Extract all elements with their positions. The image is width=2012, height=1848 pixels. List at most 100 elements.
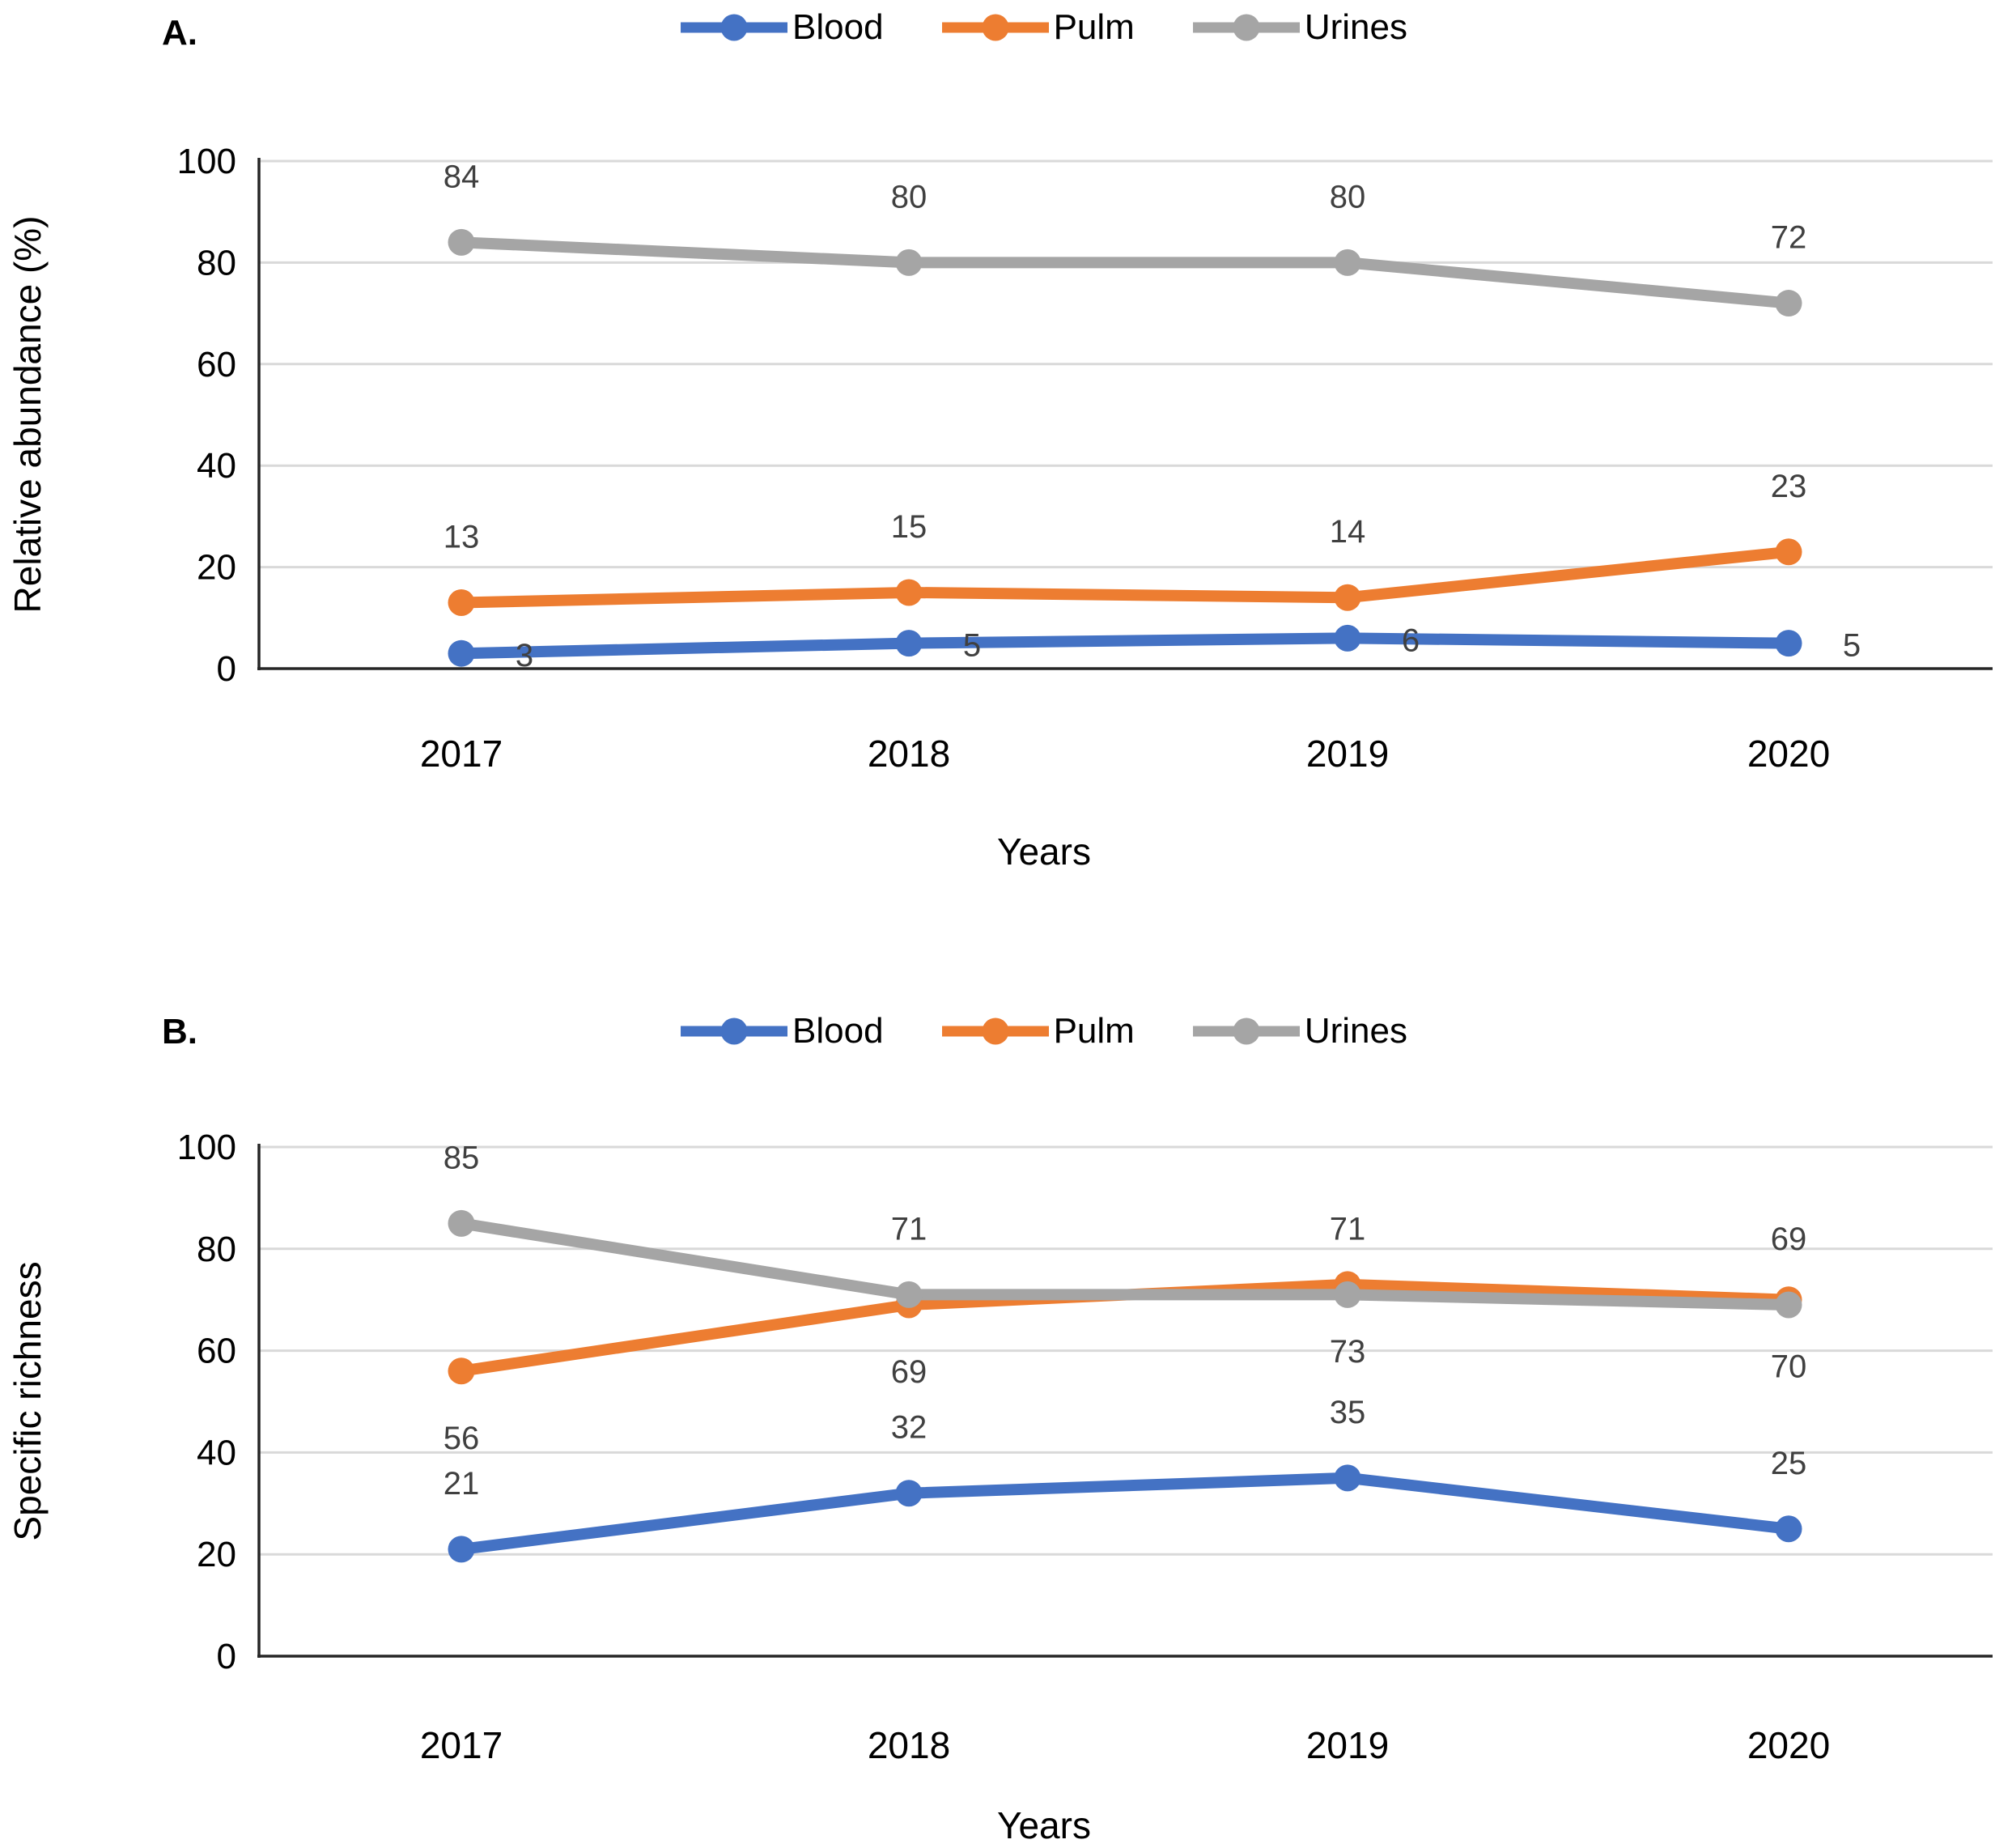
data-label-blood-2017: 21	[444, 1466, 480, 1502]
data-point-blood-2017	[448, 1536, 475, 1563]
panel-label: A.	[162, 13, 197, 53]
data-point-blood-2018	[895, 1480, 923, 1507]
data-label-urines-2018: 71	[891, 1211, 927, 1247]
legend-item-urines: Urines	[1192, 7, 1407, 47]
series-line-urines	[456, 1217, 1794, 1311]
data-label-pulm-2020: 23	[1771, 469, 1807, 504]
x-tick-label: 2019	[1306, 733, 1389, 775]
y-tick-label: 40	[197, 446, 236, 486]
legend-label-urines: Urines	[1304, 1011, 1407, 1051]
data-point-urines-2018	[895, 1281, 923, 1308]
data-point-urines-2019	[1334, 249, 1361, 276]
panel-label: B.	[162, 1012, 197, 1051]
data-point-blood-2019	[1334, 624, 1361, 652]
data-point-blood-2018	[895, 630, 923, 657]
data-label-blood-2018: 5	[963, 628, 981, 664]
data-label-pulm-2019: 14	[1330, 514, 1366, 550]
x-tick-label: 2020	[1747, 733, 1830, 775]
series-line-urines	[456, 236, 1794, 309]
data-label-urines-2017: 85	[444, 1140, 480, 1175]
legend-marker-urines-icon	[1192, 14, 1300, 41]
x-axis-title: Years	[997, 831, 1091, 873]
y-tick-label: 100	[177, 142, 236, 181]
series-line-blood	[456, 1472, 1794, 1555]
data-label-blood-2019: 6	[1402, 622, 1420, 658]
x-tick-label: 2019	[1306, 1724, 1389, 1766]
data-point-pulm-2017	[448, 1357, 475, 1385]
y-tick-label: 80	[197, 1230, 236, 1269]
data-label-urines-2019: 71	[1330, 1211, 1366, 1247]
x-axis-title: Years	[997, 1804, 1091, 1846]
x-tick-label: 2017	[420, 733, 503, 775]
legend-marker-blood-icon	[681, 14, 788, 41]
y-tick-label: 40	[197, 1433, 236, 1472]
data-label-blood-2020: 5	[1843, 628, 1861, 664]
legend-item-pulm: Pulm	[941, 1011, 1135, 1051]
legend-label-blood: Blood	[792, 7, 884, 47]
legend-marker-pulm-icon	[941, 14, 1049, 41]
y-axis-title: Specific richness	[6, 1261, 49, 1540]
data-point-pulm-2020	[1775, 538, 1802, 566]
data-point-urines-2020	[1775, 290, 1802, 317]
data-point-pulm-2017	[448, 588, 475, 616]
data-point-blood-2020	[1775, 1515, 1802, 1543]
legend-label-blood: Blood	[792, 1011, 884, 1051]
y-tick-label: 60	[197, 1332, 236, 1371]
legend-label-pulm: Pulm	[1053, 7, 1135, 47]
legend-item-blood: Blood	[681, 10, 884, 45]
data-label-pulm-2019: 73	[1330, 1334, 1366, 1370]
y-tick-label: 0	[217, 1637, 236, 1676]
y-tick-label: 20	[197, 548, 236, 588]
data-point-blood-2020	[1775, 630, 1802, 657]
legend-item-blood: Blood	[681, 1013, 884, 1049]
data-label-pulm-2017: 13	[444, 519, 480, 554]
legend-a: Blood Pulm Urines	[681, 10, 1407, 45]
y-tick-label: 20	[197, 1535, 236, 1574]
data-point-pulm-2019	[1334, 584, 1361, 611]
data-point-urines-2017	[448, 228, 475, 256]
x-tick-label: 2018	[868, 1724, 950, 1766]
data-label-blood-2019: 35	[1330, 1395, 1366, 1430]
panel-a: 0 20 40 60 80 100 2017 2018 2019 2020 Relative abu…	[6, 10, 1993, 873]
data-point-urines-2017	[448, 1209, 475, 1237]
chart-a-svg: 0 20 40 60 80 100 2017 2018 2019 2020 Relative abu…	[6, 13, 1993, 873]
legend-label-urines: Urines	[1304, 7, 1407, 47]
y-tick-label: 60	[197, 345, 236, 384]
legend-item-urines: Urines	[1192, 1011, 1407, 1051]
data-label-blood-2020: 25	[1771, 1446, 1807, 1481]
data-label-urines-2018: 80	[891, 179, 927, 215]
x-tick-label: 2018	[868, 733, 950, 775]
x-tick-label: 2017	[420, 1724, 503, 1766]
legend-item-pulm: Pulm	[941, 7, 1135, 47]
data-label-urines-2017: 84	[444, 159, 480, 194]
data-point-pulm-2018	[895, 579, 923, 606]
series-line-pulm	[456, 546, 1794, 609]
legend-marker-urines-icon	[1192, 1017, 1300, 1045]
y-tick-label: 80	[197, 243, 236, 283]
data-label-pulm-2018: 69	[891, 1354, 927, 1390]
data-label-pulm-2017: 56	[444, 1421, 480, 1456]
data-label-urines-2020: 69	[1771, 1221, 1807, 1257]
legend-label-pulm: Pulm	[1053, 1011, 1135, 1051]
data-point-urines-2019	[1334, 1281, 1361, 1308]
data-point-blood-2017	[448, 639, 475, 667]
data-label-urines-2019: 80	[1330, 179, 1366, 215]
data-point-urines-2018	[895, 249, 923, 276]
data-label-pulm-2020: 70	[1771, 1349, 1807, 1385]
data-label-blood-2017: 3	[516, 638, 533, 673]
legend-marker-pulm-icon	[941, 1017, 1049, 1045]
legend-marker-blood-icon	[681, 1017, 788, 1045]
series-line-blood	[456, 632, 1794, 660]
data-point-urines-2020	[1775, 1291, 1802, 1319]
chart-b-svg: 0 20 40 60 80 100 2017 2018 2019 2020 Specific ric…	[6, 1012, 1993, 1846]
y-tick-label: 0	[217, 649, 236, 689]
y-tick-label: 100	[177, 1128, 236, 1167]
x-tick-label: 2020	[1747, 1724, 1830, 1766]
data-point-blood-2019	[1334, 1464, 1361, 1492]
legend-b: Blood Pulm Urines	[681, 1013, 1407, 1049]
data-label-urines-2020: 72	[1771, 220, 1807, 256]
panel-b: 0 20 40 60 80 100 2017 2018 2019 2020 Specific ric…	[0, 924, 2012, 1848]
data-label-blood-2018: 32	[891, 1410, 927, 1446]
y-axis-title: Relative abundance (%)	[6, 216, 49, 614]
